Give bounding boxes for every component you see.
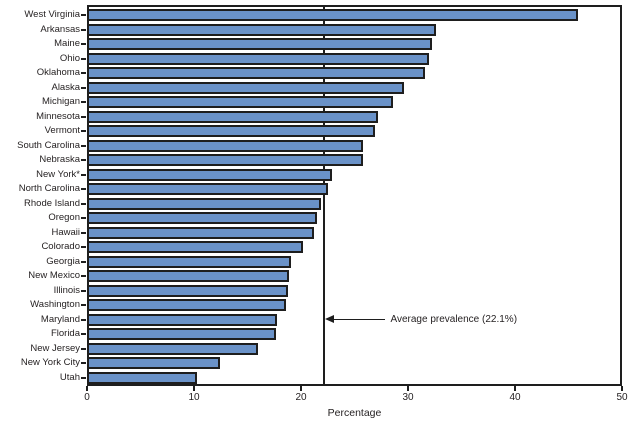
- y-tick: [81, 130, 86, 132]
- x-tick: [300, 386, 302, 391]
- bar: [89, 255, 292, 268]
- y-tick: [81, 72, 86, 74]
- y-axis-label: Maryland: [40, 313, 80, 325]
- x-tick: [193, 386, 195, 391]
- bar: [89, 96, 394, 108]
- y-tick: [81, 289, 86, 292]
- y-tick: [81, 144, 86, 147]
- bar: [89, 270, 290, 282]
- bar: [89, 9, 579, 21]
- y-tick: [81, 86, 86, 89]
- bar: [89, 313, 278, 326]
- bar: [89, 139, 364, 152]
- bar: [89, 197, 322, 210]
- y-tick: [81, 231, 86, 234]
- bar: [89, 154, 364, 166]
- y-axis-label: Ohio: [59, 52, 80, 64]
- y-axis-label: Florida: [50, 328, 80, 339]
- y-axis-label: Alaska: [51, 81, 80, 93]
- plot-area: Average prevalence (22.1%): [87, 5, 622, 386]
- y-axis-label: Maine: [54, 38, 80, 49]
- bar: [89, 52, 430, 65]
- y-tick: [81, 115, 86, 118]
- bar: [89, 371, 198, 384]
- y-tick: [81, 362, 86, 364]
- x-tick: [514, 386, 516, 391]
- y-axis-label: Illinois: [53, 284, 80, 296]
- y-axis-label: New Jersey: [30, 342, 80, 354]
- y-axis-label: Colorado: [41, 241, 80, 252]
- y-axis-label: West Virginia: [24, 9, 80, 20]
- y-axis-label: Rhode Island: [24, 197, 80, 209]
- y-tick: [81, 217, 86, 219]
- x-tick: [407, 386, 409, 391]
- bar: [89, 23, 436, 36]
- bar: [89, 125, 375, 137]
- x-axis-title: Percentage: [327, 407, 382, 419]
- y-axis-label: Utah: [59, 371, 80, 383]
- x-tick-label: 40: [509, 392, 521, 403]
- y-tick: [81, 376, 86, 379]
- y-axis-label: Vermont: [44, 125, 80, 136]
- x-tick-label: 20: [295, 392, 307, 403]
- bar: [89, 284, 289, 297]
- y-tick: [81, 333, 86, 335]
- y-axis-label: New York City: [20, 357, 80, 368]
- y-tick: [81, 202, 86, 205]
- bar: [89, 328, 277, 340]
- y-tick: [81, 101, 86, 103]
- y-tick: [81, 57, 86, 60]
- y-axis-label: Oregon: [48, 212, 80, 223]
- y-axis-label: Washington: [30, 299, 80, 310]
- y-axis-label: Oklahoma: [36, 67, 80, 78]
- bar: [89, 299, 287, 311]
- y-tick: [81, 173, 86, 176]
- y-tick: [81, 318, 86, 321]
- y-tick: [81, 275, 86, 277]
- y-axis-label: Arkansas: [40, 23, 80, 35]
- bar: [89, 110, 379, 123]
- y-axis-label: Georgia: [46, 255, 80, 267]
- bar: [89, 81, 404, 94]
- x-tick-label: 10: [188, 392, 200, 403]
- y-tick: [81, 28, 86, 31]
- y-axis-label: Nebraska: [39, 154, 80, 165]
- average-line: [323, 7, 326, 384]
- bar: [89, 67, 426, 79]
- x-tick-label: 30: [402, 392, 414, 403]
- y-axis-label: New Mexico: [28, 270, 80, 281]
- bar: [89, 168, 333, 181]
- y-axis-label: North Carolina: [18, 183, 80, 194]
- bar: [89, 342, 259, 355]
- x-tick: [86, 386, 88, 391]
- y-tick: [81, 14, 86, 16]
- y-tick: [81, 347, 86, 350]
- x-tick-label: 0: [84, 392, 90, 403]
- y-tick: [81, 260, 86, 263]
- arrow-left-icon: [325, 315, 386, 323]
- bar: [89, 38, 432, 50]
- y-axis-label: New York*: [36, 168, 80, 180]
- y-tick: [81, 188, 86, 190]
- y-tick: [81, 159, 86, 161]
- y-tick: [81, 304, 86, 306]
- average-label: Average prevalence (22.1%): [390, 314, 518, 325]
- x-tick: [621, 386, 623, 391]
- x-tick-label: 50: [616, 392, 628, 403]
- y-axis-label: South Carolina: [17, 139, 80, 151]
- y-axis-label: Michigan: [41, 96, 80, 107]
- y-axis-label: Hawaii: [51, 226, 80, 238]
- bar: [89, 226, 314, 239]
- bar: [89, 183, 328, 195]
- y-tick: [81, 43, 86, 45]
- bar: [89, 357, 220, 369]
- average-annotation: Average prevalence (22.1%): [325, 314, 517, 326]
- bar: [89, 212, 318, 224]
- y-axis-label: Minnesota: [36, 110, 80, 122]
- y-tick: [81, 246, 86, 248]
- bar: [89, 241, 304, 253]
